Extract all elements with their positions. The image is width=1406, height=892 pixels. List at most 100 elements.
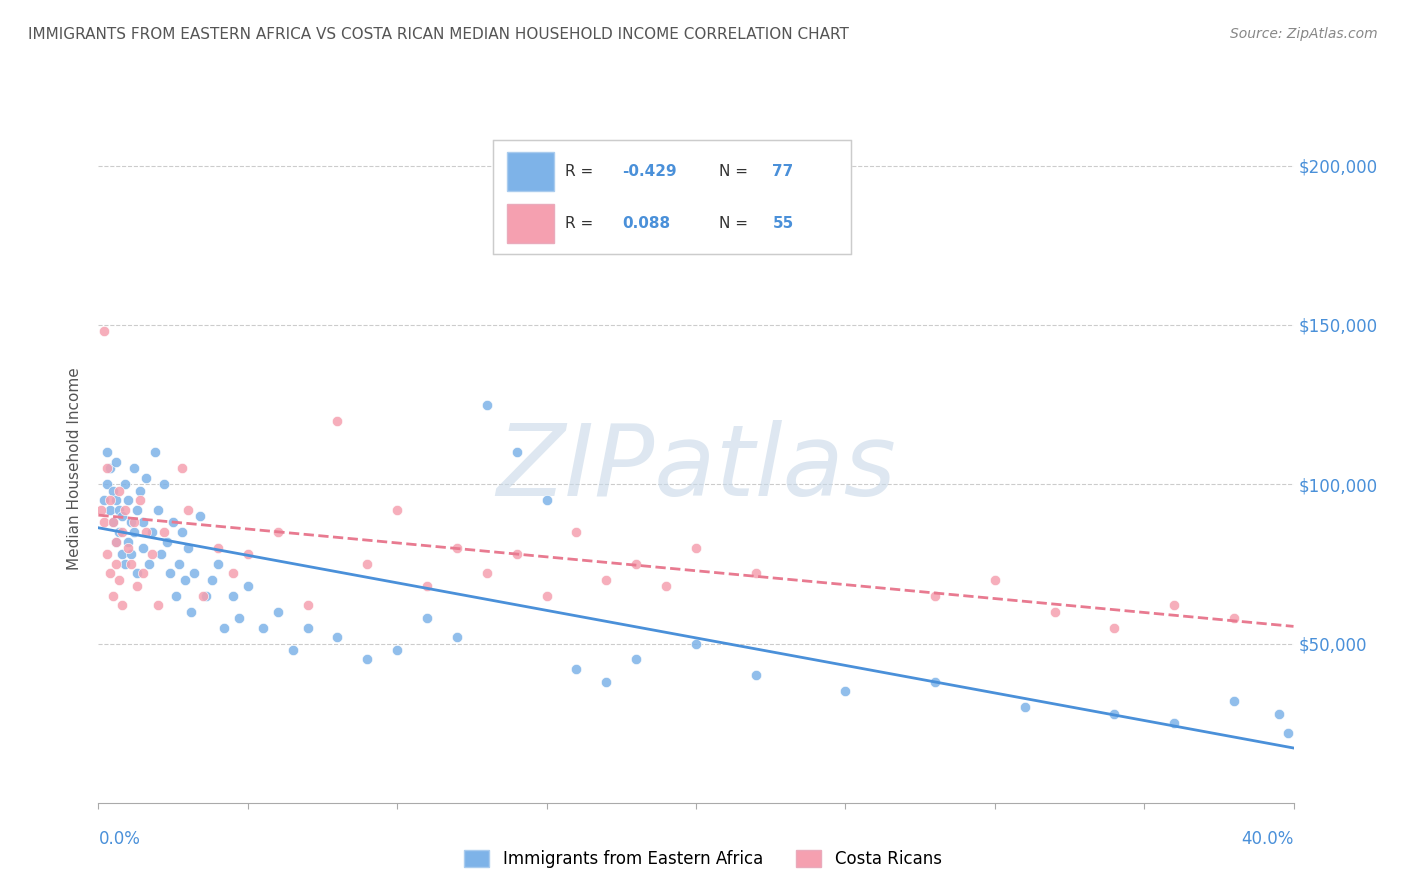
Point	[111, 509, 134, 524]
Point	[595, 573, 617, 587]
Point	[127, 502, 149, 516]
Point	[1014, 700, 1036, 714]
Point	[114, 477, 136, 491]
Point	[172, 461, 194, 475]
Point	[536, 589, 558, 603]
Point	[281, 643, 304, 657]
Point	[626, 652, 648, 666]
Point	[1223, 611, 1246, 625]
Point	[416, 579, 439, 593]
Point	[135, 471, 157, 485]
Point	[506, 547, 529, 561]
Point	[1104, 706, 1126, 721]
Point	[124, 461, 146, 475]
Point	[141, 524, 163, 539]
Point	[96, 461, 118, 475]
Legend: Immigrants from Eastern Africa, Costa Ricans: Immigrants from Eastern Africa, Costa Ri…	[458, 843, 948, 875]
Point	[141, 547, 163, 561]
Point	[117, 493, 139, 508]
Point	[103, 516, 125, 530]
Point	[252, 621, 274, 635]
Point	[103, 516, 125, 530]
Point	[565, 662, 588, 676]
Point	[132, 566, 155, 581]
Point	[1043, 605, 1066, 619]
Point	[475, 398, 498, 412]
Point	[103, 589, 125, 603]
Point	[207, 557, 229, 571]
Y-axis label: Median Household Income: Median Household Income	[67, 367, 83, 570]
Point	[236, 547, 259, 561]
Point	[165, 589, 187, 603]
Point	[108, 483, 131, 498]
Text: 40.0%: 40.0%	[1241, 830, 1294, 847]
Point	[108, 524, 131, 539]
Point	[156, 534, 179, 549]
Point	[506, 445, 529, 459]
Text: 0.0%: 0.0%	[98, 830, 141, 847]
Point	[120, 547, 142, 561]
Point	[124, 524, 146, 539]
Point	[385, 643, 409, 657]
Point	[114, 502, 136, 516]
Point	[117, 534, 139, 549]
Point	[105, 557, 128, 571]
Point	[626, 557, 648, 571]
Point	[326, 630, 349, 644]
Point	[93, 493, 115, 508]
Text: Source: ZipAtlas.com: Source: ZipAtlas.com	[1230, 27, 1378, 41]
Point	[685, 541, 707, 555]
Point	[1104, 621, 1126, 635]
Point	[177, 541, 200, 555]
Point	[148, 502, 170, 516]
Point	[129, 493, 152, 508]
Point	[96, 477, 118, 491]
Point	[174, 573, 197, 587]
Point	[745, 566, 768, 581]
Text: IMMIGRANTS FROM EASTERN AFRICA VS COSTA RICAN MEDIAN HOUSEHOLD INCOME CORRELATIO: IMMIGRANTS FROM EASTERN AFRICA VS COSTA …	[28, 27, 849, 42]
Point	[1277, 725, 1299, 739]
Point	[356, 557, 378, 571]
Point	[100, 566, 122, 581]
Point	[132, 516, 155, 530]
Point	[120, 557, 142, 571]
Point	[297, 621, 319, 635]
Point	[536, 493, 558, 508]
Point	[222, 566, 245, 581]
Point	[1163, 716, 1185, 731]
Point	[150, 547, 173, 561]
Point	[201, 573, 224, 587]
Point	[222, 589, 245, 603]
Point	[188, 509, 211, 524]
Point	[96, 547, 118, 561]
Point	[180, 605, 202, 619]
Point	[924, 589, 946, 603]
Point	[267, 524, 290, 539]
Point	[132, 541, 155, 555]
Point	[212, 621, 235, 635]
Point	[159, 566, 181, 581]
Point	[685, 636, 707, 650]
Point	[143, 445, 166, 459]
Point	[105, 455, 128, 469]
Point	[1267, 706, 1289, 721]
Point	[105, 534, 128, 549]
Point	[207, 541, 229, 555]
Point	[127, 566, 149, 581]
Point	[105, 534, 128, 549]
Point	[177, 502, 200, 516]
Point	[135, 524, 157, 539]
Point	[127, 579, 149, 593]
Point	[195, 589, 218, 603]
Point	[446, 630, 468, 644]
Point	[100, 502, 122, 516]
Point	[103, 483, 125, 498]
Point	[93, 324, 115, 338]
Point	[138, 557, 160, 571]
Point	[148, 599, 170, 613]
Point	[191, 589, 214, 603]
Point	[475, 566, 498, 581]
Point	[111, 524, 134, 539]
Point	[834, 684, 856, 698]
Point	[124, 516, 146, 530]
